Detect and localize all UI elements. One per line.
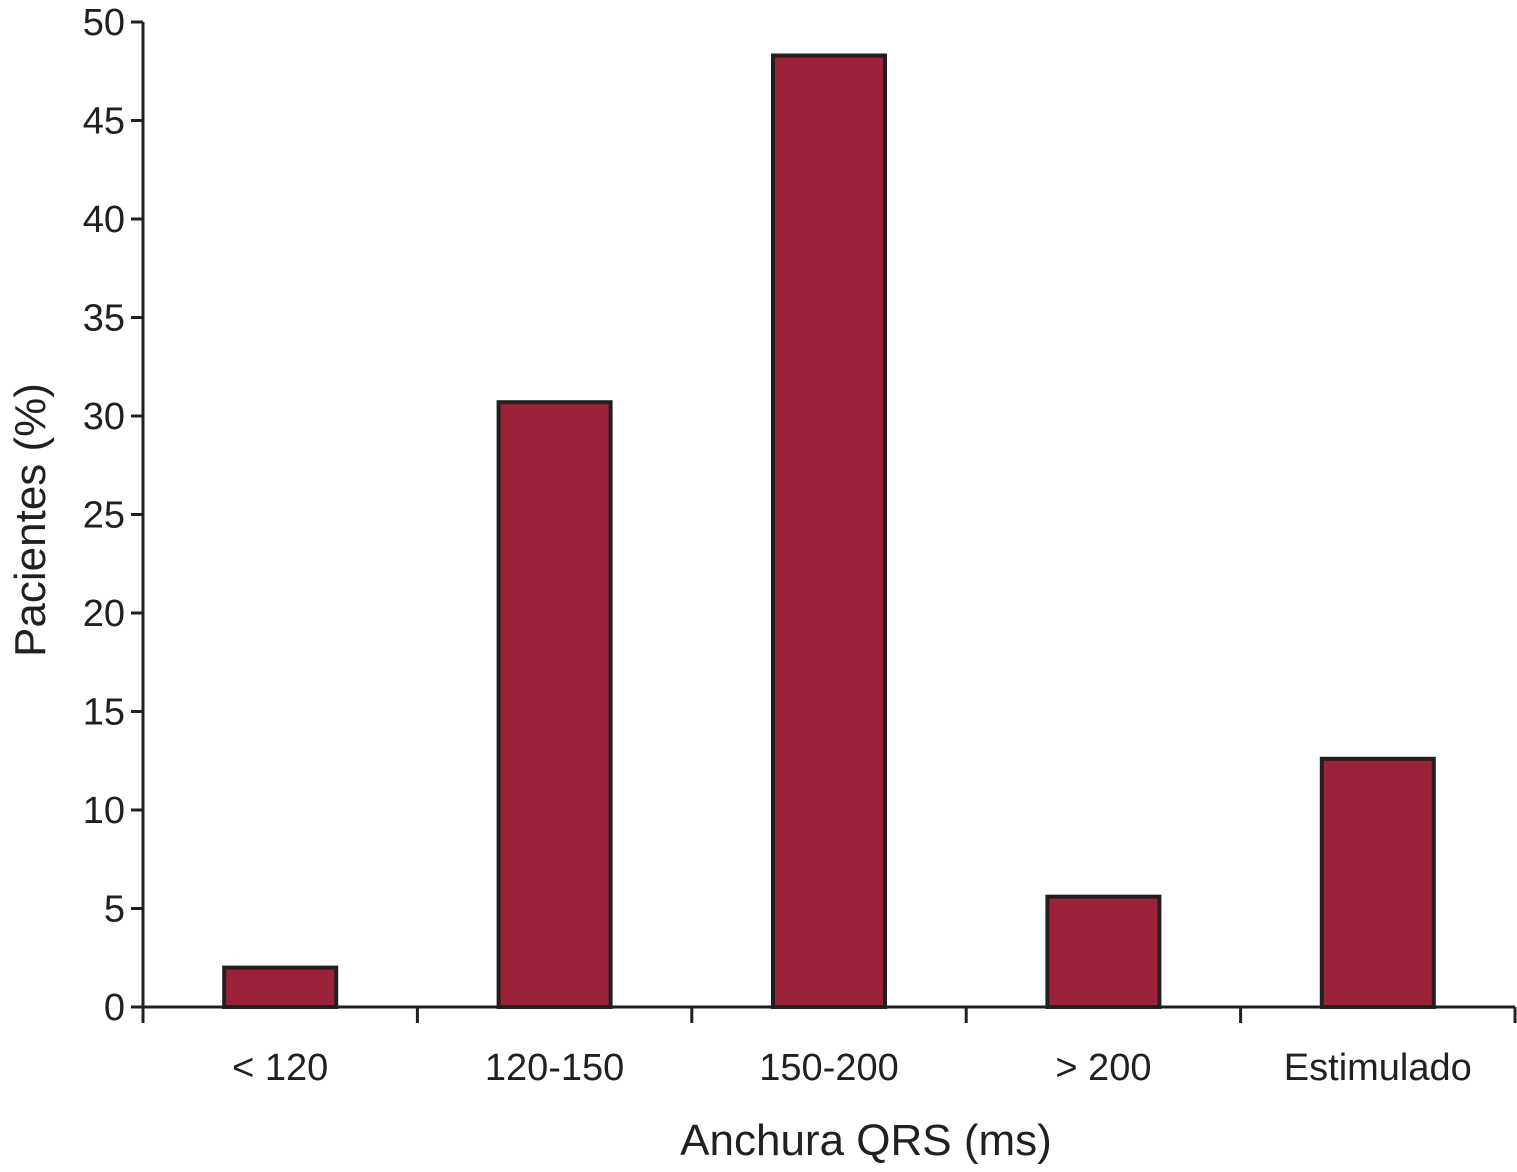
- y-tick-label: 50: [83, 2, 125, 44]
- y-tick-label: 25: [83, 495, 125, 537]
- y-tick-label: 5: [104, 889, 125, 931]
- x-category-label: 150-200: [759, 1047, 898, 1089]
- y-tick-label: 40: [83, 199, 125, 241]
- bars: [222, 53, 1436, 1010]
- y-axis-ticks: 0 5 10 15 20 25 30 35 40 45 50: [83, 2, 143, 1029]
- y-tick-label: 45: [83, 101, 125, 143]
- y-tick-label: 0: [104, 987, 125, 1029]
- y-tick-label: 35: [83, 298, 125, 340]
- y-axis-title: Pacientes (%): [6, 383, 55, 657]
- y-tick-label: 30: [83, 396, 125, 438]
- bar-1: [496, 400, 613, 1009]
- y-tick-label: 10: [83, 790, 125, 832]
- y-tick-label: 15: [83, 692, 125, 734]
- bar-2: [771, 53, 887, 1010]
- y-tick-label: 20: [83, 593, 125, 635]
- bar-3: [1045, 894, 1162, 1009]
- x-category-label: 120-150: [485, 1047, 624, 1089]
- x-axis-ticks: [141, 1007, 1517, 1023]
- x-category-label: Estimulado: [1284, 1047, 1472, 1089]
- x-axis-title: Anchura QRS (ms): [680, 1116, 1052, 1165]
- bar-4: [1319, 756, 1436, 1010]
- bar-0: [222, 965, 339, 1009]
- x-category-label: > 200: [1055, 1047, 1151, 1089]
- x-axis-category-labels: < 120 120-150 150-200 > 200 Estimulado: [232, 1047, 1472, 1089]
- x-category-label: < 120: [232, 1047, 328, 1089]
